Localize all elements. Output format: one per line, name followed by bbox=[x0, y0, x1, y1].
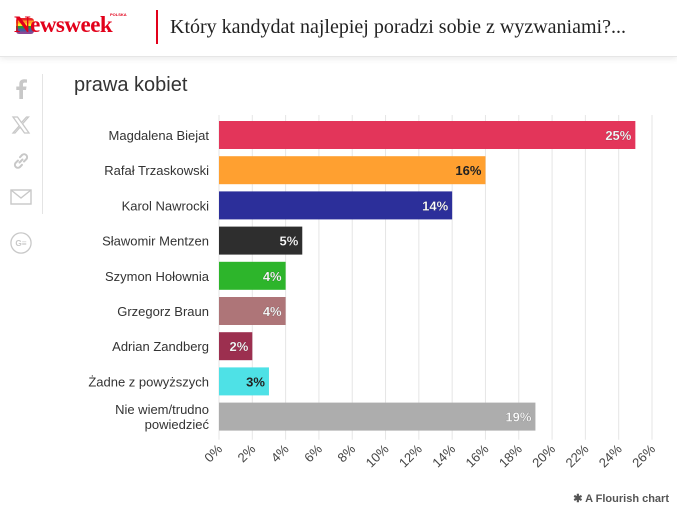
data-label: 3% bbox=[246, 374, 265, 389]
link-icon[interactable] bbox=[10, 150, 32, 172]
x-tick-label: 0% bbox=[201, 441, 225, 465]
bar bbox=[219, 121, 636, 149]
category-label: Karol Nawrocki bbox=[122, 198, 210, 213]
bar bbox=[219, 156, 486, 185]
x-tick-label: 18% bbox=[496, 441, 525, 470]
x-tick-label: 12% bbox=[396, 441, 425, 470]
chart-title: prawa kobiet bbox=[74, 74, 188, 96]
category-label: Adrian Zandberg bbox=[112, 339, 209, 354]
bar bbox=[219, 297, 286, 325]
data-label: 4% bbox=[263, 304, 282, 319]
data-label: 4% bbox=[263, 269, 282, 284]
category-label: Grzegorz Braun bbox=[117, 304, 209, 319]
share-toolbar: G≡ bbox=[0, 74, 44, 274]
category-label: powiedzieć bbox=[145, 417, 210, 432]
logo-subtitle: POLSKA bbox=[110, 12, 127, 17]
category-label: Szymon Hołownia bbox=[105, 269, 210, 284]
bar bbox=[219, 191, 453, 220]
x-tick-label: 2% bbox=[235, 441, 259, 465]
header-divider bbox=[156, 10, 158, 44]
flourish-credit[interactable]: ✱ A Flourish chart bbox=[573, 492, 669, 505]
data-label: 16% bbox=[455, 163, 481, 178]
svg-text:G≡: G≡ bbox=[15, 239, 26, 248]
bar bbox=[219, 402, 536, 431]
bar bbox=[219, 332, 253, 361]
x-tick-label: 14% bbox=[429, 441, 458, 470]
x-tick-label: 4% bbox=[268, 441, 292, 465]
x-tick-label: 16% bbox=[463, 441, 492, 470]
site-header: Newsweek POLSKA Który kandydat najlepiej… bbox=[0, 0, 677, 57]
x-tick-label: 26% bbox=[629, 441, 658, 470]
newsweek-logo[interactable]: Newsweek bbox=[14, 12, 113, 37]
share-divider bbox=[42, 74, 43, 214]
category-label: Magdalena Biejat bbox=[109, 128, 210, 143]
category-label: Żadne z powyższych bbox=[88, 374, 209, 389]
mail-icon[interactable] bbox=[10, 186, 32, 208]
bar bbox=[219, 367, 269, 396]
data-label: 5% bbox=[279, 234, 298, 249]
data-label: 14% bbox=[422, 198, 448, 213]
bar bbox=[219, 226, 303, 255]
flourish-credit-text: A Flourish chart bbox=[585, 493, 669, 505]
flourish-icon: ✱ bbox=[573, 493, 583, 505]
category-label: Rafał Trzaskowski bbox=[104, 163, 209, 178]
category-label: Sławomir Mentzen bbox=[102, 234, 209, 249]
article-title: Który kandydat najlepiej poradzi sobie z… bbox=[170, 16, 626, 38]
pride-logo-accent bbox=[16, 18, 34, 34]
x-tick-label: 24% bbox=[596, 441, 625, 470]
bar bbox=[219, 261, 286, 290]
google-news-icon[interactable]: G≡ bbox=[10, 232, 32, 254]
x-tick-label: 10% bbox=[363, 441, 392, 470]
x-tick-label: 20% bbox=[529, 441, 558, 470]
category-label: Nie wiem/trudno bbox=[115, 402, 209, 417]
data-label: 2% bbox=[230, 339, 249, 354]
x-icon[interactable] bbox=[10, 114, 32, 136]
x-tick-label: 8% bbox=[334, 441, 358, 465]
data-label: 19% bbox=[505, 410, 531, 425]
x-tick-label: 22% bbox=[562, 441, 591, 470]
facebook-icon[interactable] bbox=[10, 78, 32, 100]
x-tick-label: 6% bbox=[301, 441, 325, 465]
data-label: 25% bbox=[605, 128, 631, 143]
